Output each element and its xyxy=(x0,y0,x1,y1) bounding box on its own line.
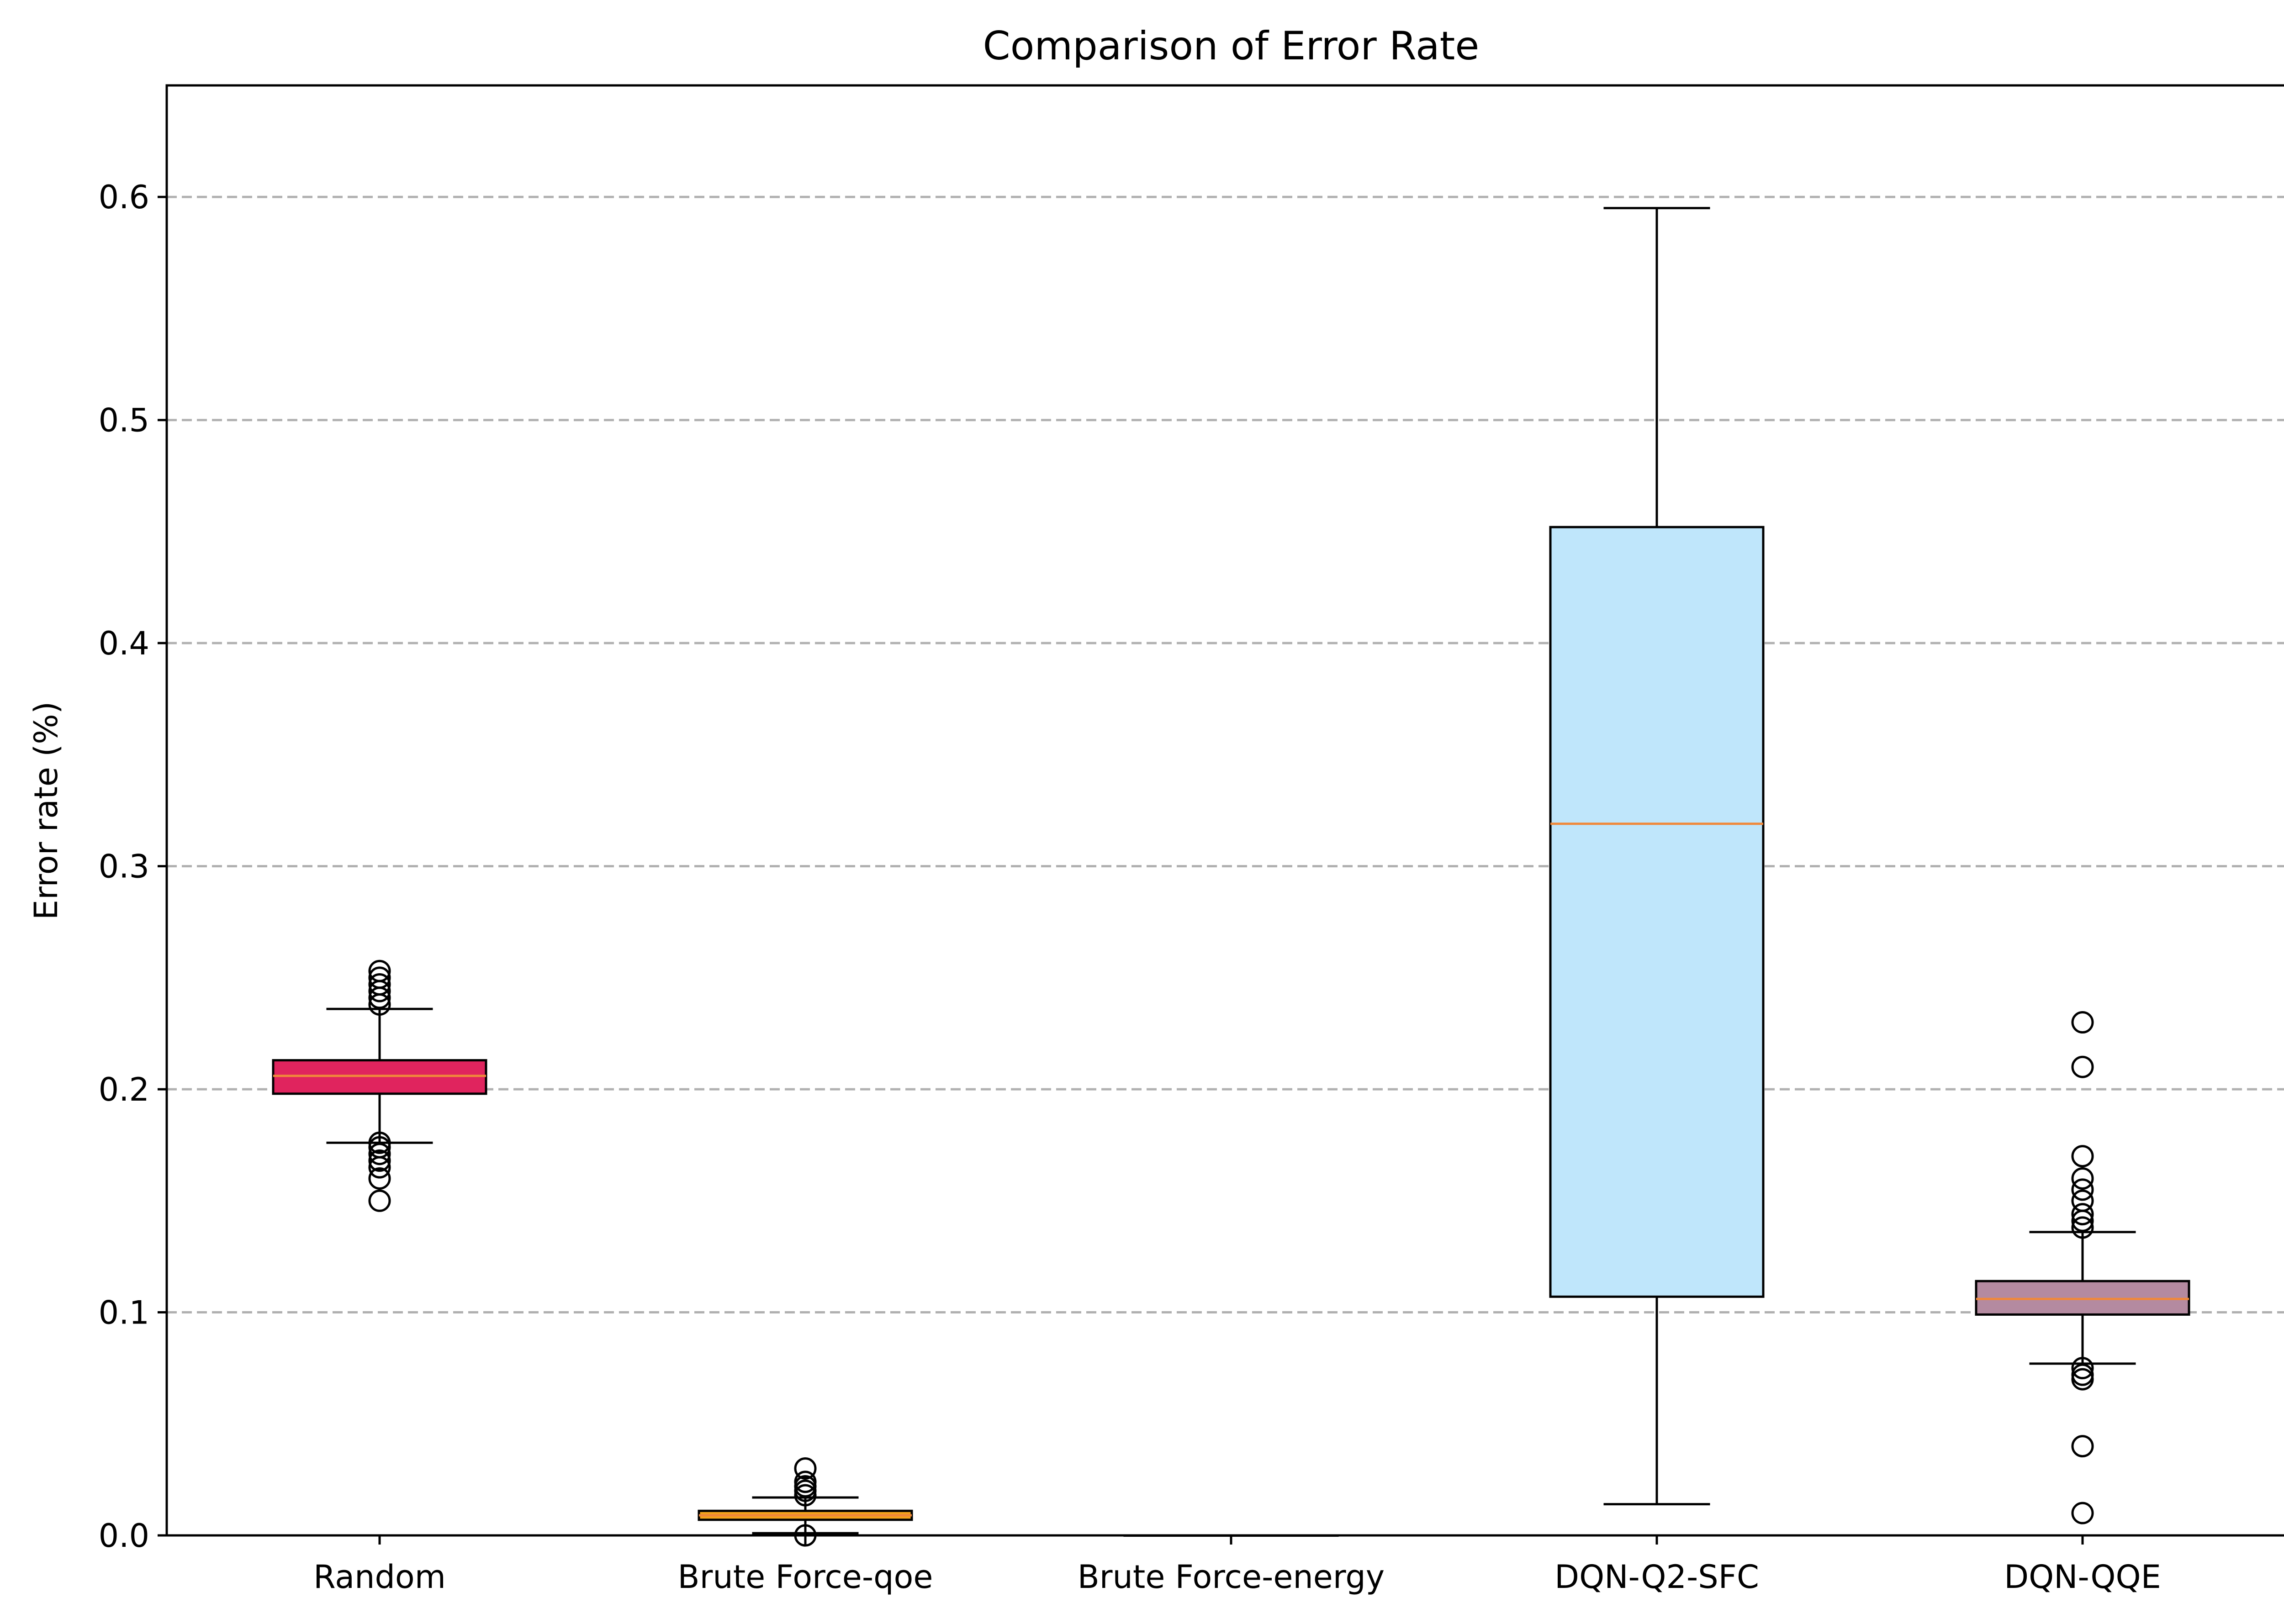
y-tick-label: 0.2 xyxy=(99,1071,149,1108)
outlier-point xyxy=(368,966,391,989)
box-iqr xyxy=(1549,526,1765,1298)
y-tick-label: 0.6 xyxy=(99,179,149,216)
y-tick-label: 0.1 xyxy=(99,1294,149,1332)
outlier-point xyxy=(2071,1055,2094,1078)
outlier-point xyxy=(2071,1435,2094,1458)
outlier-point xyxy=(794,1471,817,1493)
box-4 xyxy=(1549,207,1765,1506)
outlier-point xyxy=(2071,1216,2094,1239)
y-axis-ticks: 0.0 0.1 0.2 0.3 0.4 0.5 0.6 xyxy=(99,179,167,1555)
grid-lines xyxy=(167,195,2284,1537)
x-tick-label: DQN-Q2-SFC xyxy=(1554,1558,1759,1596)
outlier-point xyxy=(2071,1145,2094,1168)
y-tick-label: 0.0 xyxy=(99,1517,149,1555)
y-tick-label: 0.5 xyxy=(99,402,149,439)
outlier-point xyxy=(2071,1203,2094,1226)
outlier-point xyxy=(368,1131,391,1154)
chart-title: Comparison of Error Rate xyxy=(983,23,1480,69)
outlier-point xyxy=(2071,1363,2094,1386)
box-2 xyxy=(698,1457,913,1547)
box-plots xyxy=(272,207,2190,1547)
x-tick-label: Brute Force-qoe xyxy=(678,1558,933,1596)
outlier-point xyxy=(368,1149,391,1172)
box-5 xyxy=(1975,1011,2190,1524)
outlier-point xyxy=(2071,1167,2094,1190)
outlier-point xyxy=(794,1457,817,1480)
outlier-point xyxy=(2071,1011,2094,1034)
y-tick-label: 0.4 xyxy=(99,625,149,662)
outlier-point xyxy=(368,960,391,982)
x-tick-label: Random xyxy=(313,1558,446,1596)
x-tick-label: Brute Force-energy xyxy=(1078,1558,1385,1596)
outlier-point xyxy=(2071,1357,2094,1380)
outlier-point xyxy=(368,973,391,996)
outlier-point xyxy=(368,1189,391,1212)
outlier-point xyxy=(2071,1178,2094,1201)
outlier-point xyxy=(2071,1189,2094,1212)
outlier-point xyxy=(2071,1502,2094,1524)
x-axis-ticks: Random Brute Force-qoe Brute Force-energy D… xyxy=(313,1535,2161,1596)
outlier-point xyxy=(368,1167,391,1190)
x-tick-label: DQN-QQE xyxy=(2004,1558,2161,1596)
y-tick-label: 0.3 xyxy=(99,848,149,886)
box-1 xyxy=(272,960,487,1212)
outlier-point xyxy=(368,1143,391,1165)
y-axis-label: Error rate (%) xyxy=(27,701,65,920)
